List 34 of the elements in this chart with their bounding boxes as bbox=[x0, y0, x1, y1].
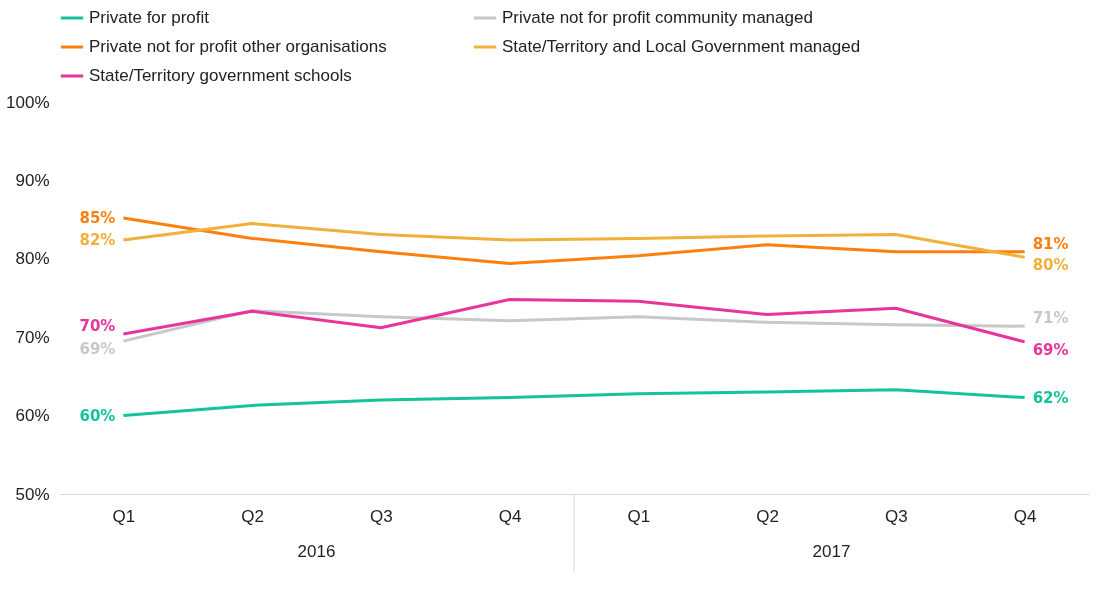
legend-label: Private for profit bbox=[89, 8, 210, 27]
line-series bbox=[121, 216, 1027, 265]
legend-label: Private not for profit community managed bbox=[502, 8, 813, 27]
line-series bbox=[121, 388, 1027, 418]
x-tick-label: Q1 bbox=[627, 506, 651, 526]
legend-label: Private not for profit other organisations bbox=[89, 37, 387, 56]
text: 2016 bbox=[297, 542, 336, 561]
data-label: 81% bbox=[1032, 234, 1069, 253]
x-tick-label: Q2 bbox=[241, 506, 264, 526]
y-tick-label: 60% bbox=[15, 406, 50, 426]
data-label: 85% bbox=[79, 209, 116, 228]
line-series bbox=[121, 222, 1027, 259]
data-label: 70% bbox=[79, 317, 116, 336]
x-tick-label: Q3 bbox=[370, 506, 393, 526]
x-tick-label: Q2 bbox=[756, 506, 779, 526]
legend-label: State/Territory and Local Government managed bbox=[502, 37, 861, 56]
data-label: 69% bbox=[1032, 340, 1069, 359]
legend-label: State/Territory government schools bbox=[89, 66, 352, 85]
data-label: 60% bbox=[79, 406, 116, 425]
y-tick-label: 70% bbox=[15, 327, 50, 347]
line-series bbox=[121, 309, 1027, 343]
data-label: 82% bbox=[79, 230, 116, 249]
x-tick-label: Q3 bbox=[885, 506, 908, 526]
line-series bbox=[121, 298, 1027, 344]
x-tick-label: Q4 bbox=[498, 506, 522, 526]
data-label: 80% bbox=[1032, 256, 1069, 275]
y-tick-label: 80% bbox=[15, 249, 50, 269]
y-tick-label: 100% bbox=[6, 92, 50, 112]
data-label: 62% bbox=[1032, 388, 1069, 407]
text: 2017 bbox=[812, 542, 851, 561]
y-tick-label: 90% bbox=[15, 170, 50, 190]
x-tick-label: Q4 bbox=[1013, 506, 1037, 526]
x-tick-label: Q1 bbox=[112, 506, 136, 526]
y-tick-label: 50% bbox=[15, 484, 50, 504]
